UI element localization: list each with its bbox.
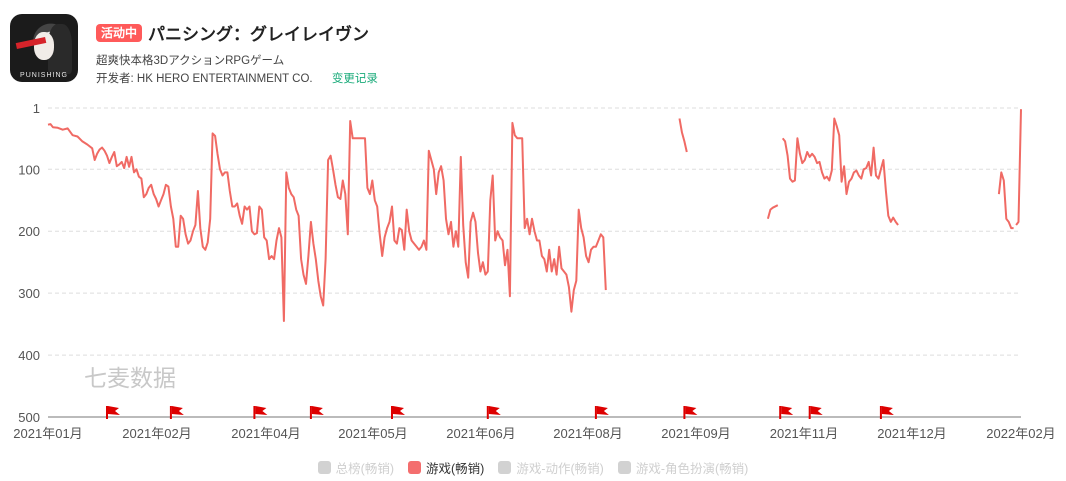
flag-pole <box>169 406 172 419</box>
series-line-segment <box>766 204 779 220</box>
series-line-segment <box>47 120 607 322</box>
x-tick-label: 2021年01月 <box>13 426 82 441</box>
flag-cloth <box>596 406 609 415</box>
flag-cloth <box>108 406 120 415</box>
x-tick-label: 2021年12月 <box>877 426 946 441</box>
legend-swatch <box>317 461 331 474</box>
event-flag-icon[interactable] <box>808 406 823 419</box>
legend-item[interactable]: 游戏(畅销) <box>408 458 484 477</box>
developer-row: 开发者: HK HERO ENTERTAINMENT CO. 变更记录 <box>96 70 378 86</box>
title-row: 活动中 パニシング：グレイレイヴン <box>96 20 369 45</box>
flag-pole <box>486 406 489 419</box>
series-line-segment <box>1015 109 1022 226</box>
y-tick-label: 1 <box>33 101 40 116</box>
x-tick-label: 2021年08月 <box>553 426 622 441</box>
event-flag-icon[interactable] <box>309 406 324 419</box>
flag-pole <box>594 406 597 419</box>
event-flag-icon[interactable] <box>106 406 120 419</box>
event-flag-icon[interactable] <box>879 406 894 419</box>
y-tick-label: 300 <box>18 286 40 301</box>
legend-item[interactable]: 游戏-角色扮演(畅销) <box>617 458 749 477</box>
y-tick-label: 100 <box>18 162 40 177</box>
flag-pole <box>309 406 312 419</box>
watermark: 七麦数据 <box>84 365 176 391</box>
flag-pole <box>106 406 108 419</box>
flag-cloth <box>685 406 698 415</box>
flag-cloth <box>255 406 268 415</box>
x-tick-label: 2022年02月 <box>986 426 1055 441</box>
app-name: パニシング：グレイレイヴン <box>148 25 370 44</box>
series-line-segment <box>781 117 899 226</box>
flag-cloth <box>881 406 894 415</box>
flag-cloth <box>488 406 501 415</box>
event-flag-icon[interactable] <box>253 406 268 419</box>
legend-label: 游戏-角色扮演(畅销) <box>635 462 749 476</box>
legend-swatch <box>617 461 631 474</box>
legend-swatch <box>498 461 512 474</box>
event-flag-icon[interactable] <box>683 406 698 419</box>
flag-cloth <box>171 406 184 415</box>
flag-pole <box>253 406 256 419</box>
developer-label: 开发者: <box>96 73 134 85</box>
x-tick-label: 2021年11月 <box>770 426 838 441</box>
legend-item[interactable]: 总榜(畅销) <box>317 458 394 477</box>
flag-cloth <box>311 406 324 415</box>
flag-cloth <box>781 406 794 415</box>
legend-swatch <box>408 461 421 474</box>
line-layer <box>47 109 1022 322</box>
change-log-link[interactable]: 变更记录 <box>331 73 378 85</box>
flag-layer <box>106 406 894 419</box>
developer-name: HK HERO ENTERTAINMENT CO. <box>136 73 313 85</box>
event-flag-icon[interactable] <box>169 406 184 419</box>
app-icon-logo-text: PUNISHING <box>20 72 68 79</box>
flag-cloth <box>393 406 405 415</box>
event-flag-icon[interactable] <box>486 406 501 419</box>
event-flag-icon[interactable] <box>391 406 405 419</box>
flag-pole <box>683 406 686 419</box>
y-tick-label: 500 <box>18 410 40 425</box>
app-subtitle: 超爽快本格3DアクションRPGゲーム <box>96 55 285 67</box>
series-line-segment <box>997 171 1014 230</box>
legend-label: 游戏-动作(畅销) <box>516 462 604 476</box>
flag-pole <box>779 406 782 419</box>
x-tick-label: 2021年09月 <box>661 426 730 441</box>
y-tick-label: 400 <box>18 348 40 363</box>
legend-label: 总榜(畅销) <box>335 462 394 476</box>
flag-pole <box>879 406 882 419</box>
series-line-segment <box>678 118 688 153</box>
chart-legend: 总榜(畅销) 游戏(畅销) 游戏-动作(畅销) 游戏-角色扮演(畅销) <box>0 458 1066 477</box>
flag-pole <box>391 406 393 419</box>
flag-pole <box>808 406 811 419</box>
event-flag-icon[interactable] <box>779 406 794 419</box>
status-badge: 活动中 <box>96 23 143 42</box>
app-header: PUNISHING 活动中 パニシング：グレイレイヴン 超爽快本格3Dアクション… <box>10 14 710 89</box>
x-tick-label: 2021年06月 <box>446 426 515 441</box>
y-tick-label: 200 <box>18 224 40 239</box>
legend-item[interactable]: 游戏-动作(畅销) <box>498 458 604 477</box>
event-flag-icon[interactable] <box>594 406 609 419</box>
x-tick-label: 2021年05月 <box>338 426 407 441</box>
x-tick-label: 2021年04月 <box>231 426 300 441</box>
legend-label: 游戏(畅销) <box>426 462 485 476</box>
flag-cloth <box>810 406 823 415</box>
app-icon[interactable]: PUNISHING <box>10 14 78 82</box>
x-tick-label: 2021年02月 <box>122 426 191 441</box>
